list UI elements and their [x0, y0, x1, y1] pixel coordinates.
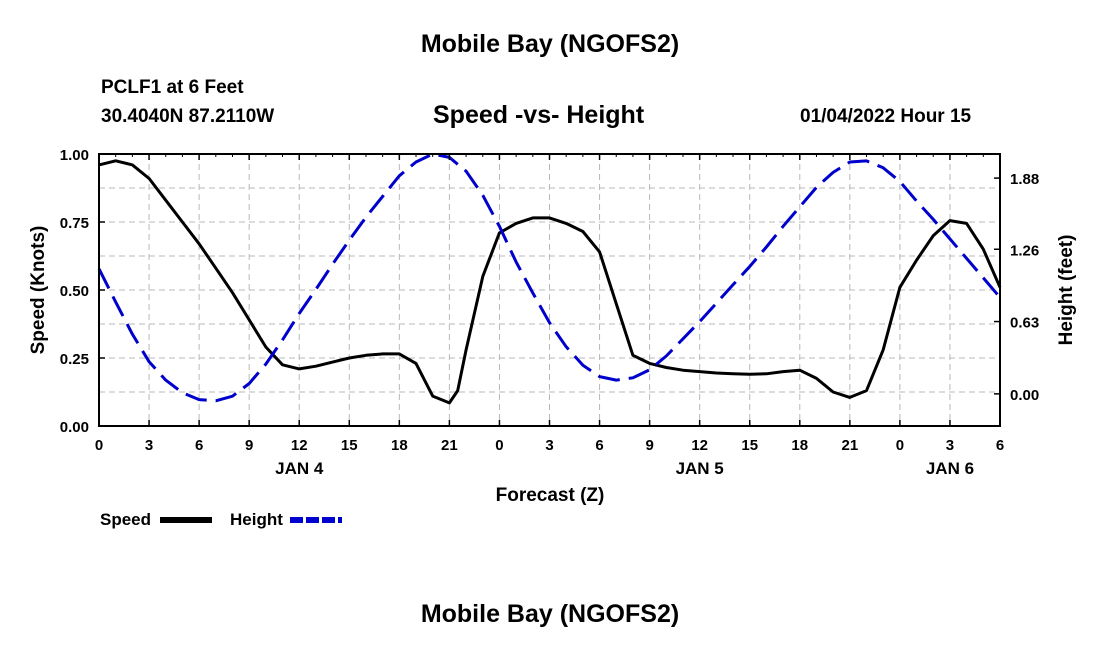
footer-title: Mobile Bay (NGOFS2): [420, 600, 680, 628]
x-tick-label: 12: [291, 437, 308, 454]
y-right-tick-label: 1.88: [1010, 171, 1039, 188]
day-label: JAN 5: [676, 459, 724, 478]
x-tick-label: 3: [145, 437, 153, 454]
y-right-tick-label: 0.63: [1010, 315, 1039, 332]
day-label: JAN 4: [275, 459, 324, 478]
y-left-tick-label: 1.00: [60, 147, 89, 164]
x-tick-label: 18: [791, 437, 808, 454]
chart-title: Mobile Bay (NGOFS2): [420, 30, 680, 58]
station-label: PCLF1 at 6 Feet: [101, 77, 244, 98]
series-layer: [97, 152, 1002, 405]
x-tick-label: 12: [691, 437, 708, 454]
legend-label-height: Height: [230, 510, 283, 529]
legend: Speed Height: [100, 510, 342, 529]
day-label: JAN 6: [926, 459, 974, 478]
series-line-height: [97, 152, 1002, 403]
legend-label-speed: Speed: [100, 510, 151, 529]
x-tick-label: 3: [545, 437, 553, 454]
forecast-datetime: 01/04/2022 Hour 15: [800, 106, 972, 127]
y-right-tick-label: 1.26: [1010, 242, 1039, 259]
chart-subtitle: Speed -vs- Height: [433, 101, 645, 129]
x-tick-label: 0: [495, 437, 503, 454]
x-tick-label: 21: [841, 437, 858, 454]
x-axis-title: Forecast (Z): [496, 485, 605, 506]
x-tick-label: 21: [441, 437, 458, 454]
x-tick-label: 15: [341, 437, 358, 454]
x-tick-label: 9: [245, 437, 253, 454]
y-left-tick-label: 0.50: [60, 283, 89, 300]
x-tick-label: 0: [95, 437, 103, 454]
x-tick-label: 18: [391, 437, 408, 454]
y-axis-right-title: Height (feet): [1056, 235, 1077, 346]
coordinates-label: 30.4040N 87.2110W: [101, 106, 275, 127]
y-left-tick-label: 0.00: [60, 419, 89, 436]
y-left-tick-label: 0.75: [60, 215, 89, 232]
x-tick-label: 3: [946, 437, 954, 454]
grid: [99, 154, 1000, 426]
series-line-speed: [98, 159, 1002, 405]
x-tick-label: 15: [741, 437, 758, 454]
y-left-tick-label: 0.25: [60, 351, 89, 368]
x-tick-label: 6: [595, 437, 603, 454]
x-tick-label: 0: [896, 437, 904, 454]
y-right-tick-label: 0.00: [1010, 387, 1039, 404]
y-axis-left-title: Speed (Knots): [28, 226, 49, 355]
x-tick-label: 6: [195, 437, 203, 454]
x-tick-label: 6: [996, 437, 1004, 454]
x-tick-label: 9: [645, 437, 653, 454]
axis-ticks: 0 3 6 9 12 15 18 21 0 3 6 9 12 15 18 21 0 3 6 JAN 4 JAN 5 JAN…: [60, 147, 1039, 478]
